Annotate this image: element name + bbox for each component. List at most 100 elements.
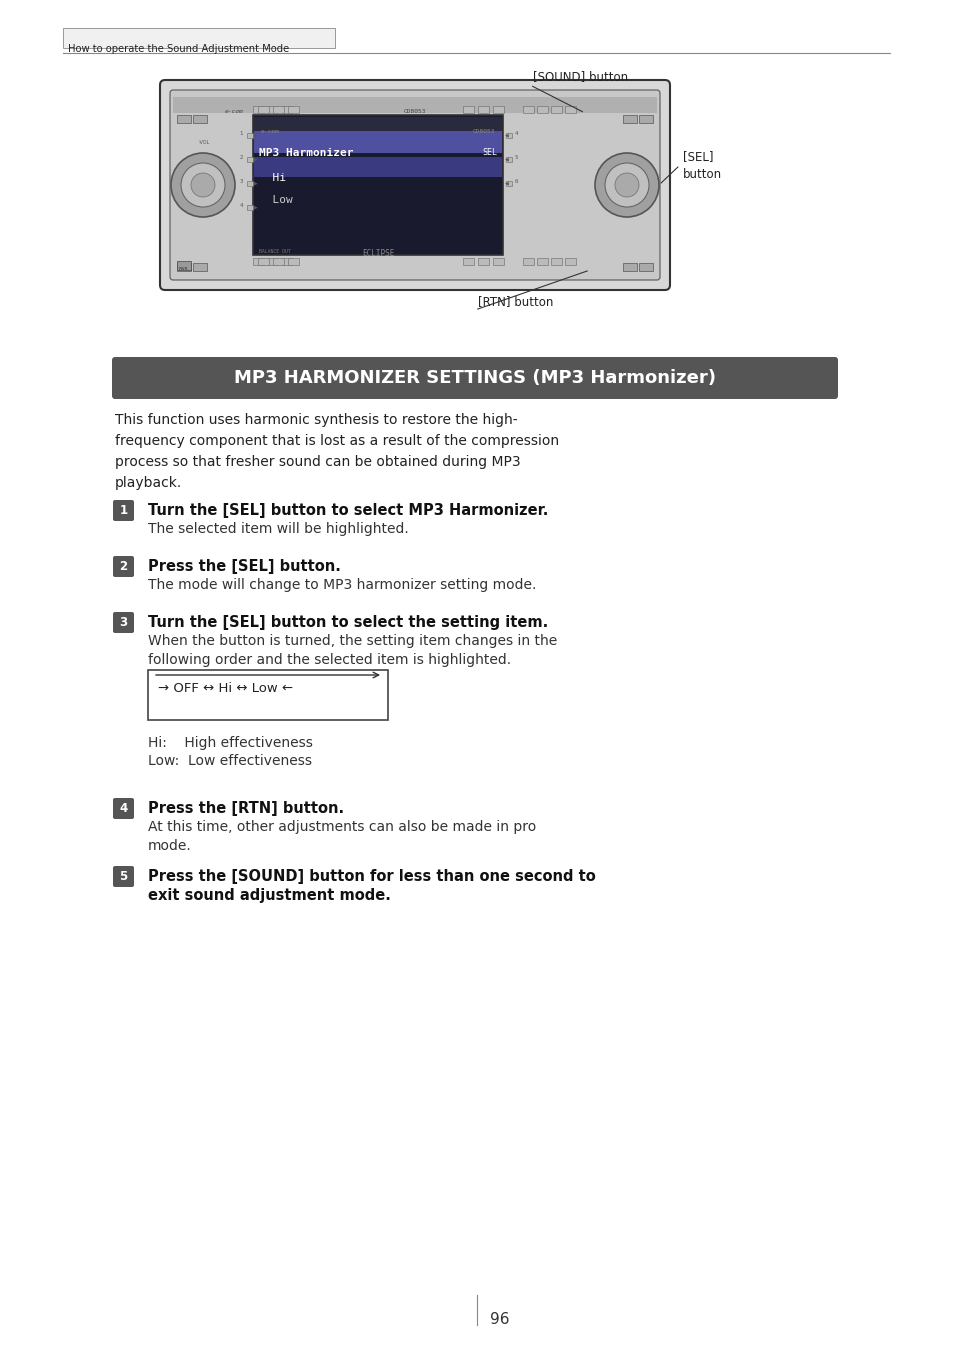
FancyBboxPatch shape bbox=[112, 356, 837, 398]
Bar bbox=[288, 257, 298, 266]
Text: MP3 Harmonizer: MP3 Harmonizer bbox=[258, 148, 354, 159]
Bar bbox=[253, 115, 502, 255]
Text: 4: 4 bbox=[515, 131, 518, 136]
Bar bbox=[281, 106, 292, 112]
Text: 5: 5 bbox=[119, 870, 128, 883]
Text: ◀: ◀ bbox=[504, 156, 508, 161]
Text: 2: 2 bbox=[119, 560, 128, 573]
FancyBboxPatch shape bbox=[170, 89, 659, 280]
Text: ◀: ◀ bbox=[504, 131, 508, 137]
Bar bbox=[564, 106, 576, 112]
Text: Press the [RTN] button.: Press the [RTN] button. bbox=[148, 801, 344, 816]
Text: Press the [SEL] button.: Press the [SEL] button. bbox=[148, 560, 340, 575]
Text: 1: 1 bbox=[239, 131, 243, 136]
Text: frequency component that is lost as a result of the compression: frequency component that is lost as a re… bbox=[115, 434, 558, 449]
Bar bbox=[177, 262, 191, 270]
Text: 4: 4 bbox=[239, 203, 243, 209]
Text: This function uses harmonic synthesis to restore the high-: This function uses harmonic synthesis to… bbox=[115, 413, 517, 427]
Circle shape bbox=[595, 153, 659, 217]
FancyBboxPatch shape bbox=[63, 28, 335, 47]
Text: [SOUND] button: [SOUND] button bbox=[533, 70, 627, 83]
Circle shape bbox=[615, 173, 639, 196]
Bar bbox=[462, 257, 474, 266]
Text: ▶: ▶ bbox=[253, 180, 257, 186]
Bar bbox=[177, 263, 191, 271]
Text: -VOL: -VOL bbox=[199, 140, 210, 145]
Text: MP3 HARMONIZER SETTINGS (MP3 Harmonizer): MP3 HARMONIZER SETTINGS (MP3 Harmonizer) bbox=[233, 369, 716, 388]
Bar bbox=[172, 98, 657, 112]
Bar bbox=[148, 669, 388, 720]
Text: following order and the selected item is highlighted.: following order and the selected item is… bbox=[148, 653, 511, 667]
Bar bbox=[247, 182, 253, 186]
Bar bbox=[622, 263, 637, 271]
Bar bbox=[537, 257, 547, 266]
Text: When the button is turned, the setting item changes in the: When the button is turned, the setting i… bbox=[148, 634, 557, 648]
Text: 4: 4 bbox=[119, 802, 128, 814]
Bar bbox=[551, 106, 561, 112]
Text: ◀: ◀ bbox=[504, 180, 508, 186]
Circle shape bbox=[191, 173, 214, 196]
Text: [SEL]: [SEL] bbox=[682, 150, 713, 163]
Text: At this time, other adjustments can also be made in pro: At this time, other adjustments can also… bbox=[148, 820, 536, 833]
Text: ▶: ▶ bbox=[253, 205, 257, 209]
Bar bbox=[639, 115, 652, 123]
Bar bbox=[257, 106, 269, 112]
Text: exit sound adjustment mode.: exit sound adjustment mode. bbox=[148, 888, 391, 902]
Circle shape bbox=[181, 163, 225, 207]
Bar bbox=[247, 133, 253, 138]
Bar bbox=[505, 133, 512, 138]
Text: 5: 5 bbox=[515, 154, 518, 160]
Text: playback.: playback. bbox=[115, 476, 182, 491]
Bar bbox=[281, 257, 292, 266]
Text: CD8053: CD8053 bbox=[403, 108, 426, 114]
FancyBboxPatch shape bbox=[160, 80, 669, 290]
FancyBboxPatch shape bbox=[112, 556, 133, 577]
Bar bbox=[622, 115, 637, 123]
Text: 96: 96 bbox=[490, 1312, 509, 1327]
Text: CD8053: CD8053 bbox=[472, 129, 495, 134]
Bar bbox=[267, 106, 277, 112]
Bar bbox=[493, 106, 503, 112]
Bar bbox=[177, 115, 191, 123]
Bar bbox=[551, 257, 561, 266]
Text: 3: 3 bbox=[119, 617, 128, 629]
Text: Low: Low bbox=[258, 195, 293, 205]
FancyBboxPatch shape bbox=[112, 612, 133, 633]
Bar bbox=[505, 157, 512, 163]
Circle shape bbox=[171, 153, 234, 217]
Text: PWR: PWR bbox=[179, 267, 189, 271]
Text: 1: 1 bbox=[119, 504, 128, 518]
FancyBboxPatch shape bbox=[112, 866, 133, 888]
Text: 6: 6 bbox=[515, 179, 518, 184]
Text: 3: 3 bbox=[239, 179, 243, 184]
Text: SEL: SEL bbox=[481, 148, 497, 157]
Bar bbox=[522, 106, 534, 112]
Bar bbox=[253, 106, 264, 112]
Text: button: button bbox=[682, 168, 721, 182]
Bar bbox=[193, 263, 207, 271]
Bar bbox=[493, 257, 503, 266]
Bar bbox=[273, 257, 284, 266]
Text: BALANCE OUT: BALANCE OUT bbox=[258, 249, 291, 253]
Bar bbox=[253, 257, 264, 266]
Circle shape bbox=[604, 163, 648, 207]
Text: Hi:    High effectiveness: Hi: High effectiveness bbox=[148, 736, 313, 751]
Bar bbox=[537, 106, 547, 112]
Text: [RTN] button: [RTN] button bbox=[477, 295, 553, 308]
Text: Hi: Hi bbox=[258, 173, 286, 183]
Text: process so that fresher sound can be obtained during MP3: process so that fresher sound can be obt… bbox=[115, 455, 520, 469]
Bar bbox=[288, 106, 298, 112]
Text: → OFF ↔ Hi ↔ Low ←: → OFF ↔ Hi ↔ Low ← bbox=[158, 682, 293, 695]
Bar bbox=[639, 263, 652, 271]
Text: Turn the [SEL] button to select MP3 Harmonizer.: Turn the [SEL] button to select MP3 Harm… bbox=[148, 503, 548, 518]
Text: e-com: e-com bbox=[225, 108, 244, 114]
Text: ▶: ▶ bbox=[253, 131, 257, 137]
Text: Press the [SOUND] button for less than one second to: Press the [SOUND] button for less than o… bbox=[148, 869, 595, 883]
Bar bbox=[253, 179, 501, 199]
Text: Low:  Low effectiveness: Low: Low effectiveness bbox=[148, 753, 312, 768]
Text: ▶: ▶ bbox=[253, 156, 257, 161]
Text: Turn the [SEL] button to select the setting item.: Turn the [SEL] button to select the sett… bbox=[148, 615, 548, 630]
Bar bbox=[477, 257, 489, 266]
Bar bbox=[247, 157, 253, 163]
Text: How to operate the Sound Adjustment Mode: How to operate the Sound Adjustment Mode bbox=[68, 43, 289, 54]
